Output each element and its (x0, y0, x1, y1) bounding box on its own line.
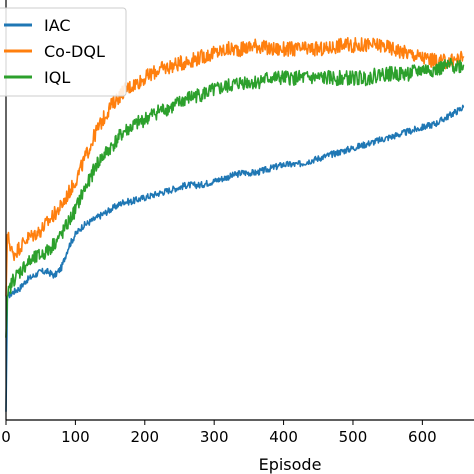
x-axis-label: Episode (259, 455, 322, 474)
legend-label: IQL (44, 68, 70, 87)
x-tick-label: 0 (1, 428, 11, 446)
x-tick-label: 300 (200, 428, 229, 446)
x-tick-label: 500 (339, 428, 368, 446)
legend-label: IAC (44, 16, 71, 35)
x-tick-label: 200 (130, 428, 159, 446)
legend: IAC Co-DQL IQL (0, 7, 127, 97)
series-line-iql (5, 57, 465, 338)
plot-area (5, 37, 465, 412)
series-line-iac (5, 104, 465, 412)
legend-box (0, 7, 127, 97)
x-tick-label: 100 (61, 428, 90, 446)
x-tick-label: 400 (269, 428, 298, 446)
x-tick-label: 600 (408, 428, 437, 446)
x-axis-ticks: 0 100 200 300 400 500 600 (1, 420, 437, 446)
legend-label: Co-DQL (44, 42, 105, 61)
series-line-co-dql (5, 37, 465, 297)
